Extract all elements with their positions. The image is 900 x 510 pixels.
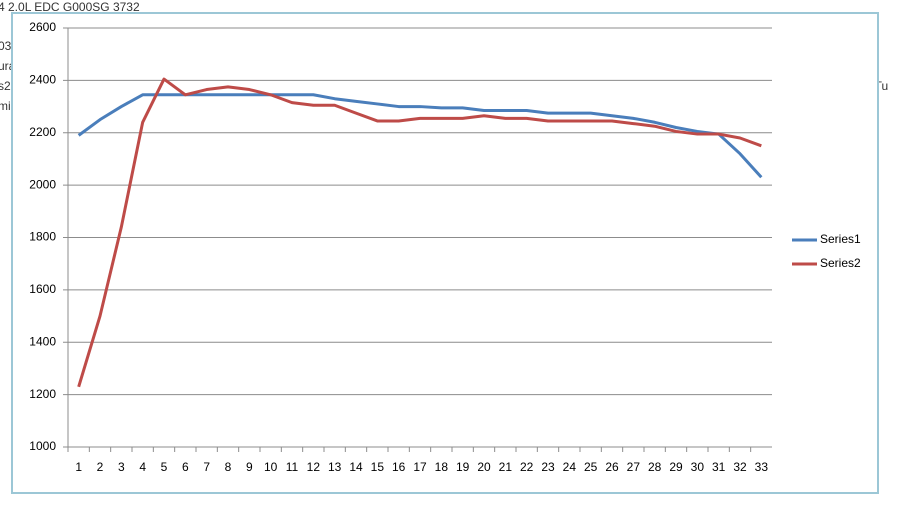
legend-label: Series1	[820, 232, 861, 246]
x-tick-label: 1	[75, 460, 82, 474]
x-tick-label: 26	[605, 460, 619, 474]
x-tick-label: 27	[627, 460, 641, 474]
legend-label: Series2	[820, 256, 861, 270]
x-tick-label: 20	[477, 460, 491, 474]
x-tick-label: 12	[307, 460, 321, 474]
y-tick-label: 2600	[29, 20, 56, 34]
x-tick-label: 23	[541, 460, 555, 474]
y-tick-label: 2000	[29, 177, 56, 191]
x-tick-label: 18	[435, 460, 449, 474]
y-tick-label: 1600	[29, 282, 56, 296]
y-tick-label: 1200	[29, 387, 56, 401]
sheet-cell: mi	[0, 99, 11, 113]
x-tick-label: 3	[118, 460, 125, 474]
x-tick-label: 15	[371, 460, 385, 474]
x-tick-label: 22	[520, 460, 534, 474]
sheet-text: 4 2.0L EDC G000SG 3732	[0, 0, 140, 14]
x-tick-label: 11	[286, 460, 299, 474]
y-tick-label: 1400	[29, 334, 56, 348]
x-tick-label: 10	[264, 460, 278, 474]
x-tick-label: 4	[139, 460, 146, 474]
chart-frame[interactable]	[11, 12, 879, 494]
y-tick-label: 2400	[29, 73, 56, 87]
x-tick-label: 2	[97, 460, 104, 474]
series-line	[77, 77, 762, 388]
x-tick-label: 6	[182, 460, 189, 474]
y-tick-label: 1800	[29, 230, 56, 244]
x-tick-label: 8	[225, 460, 232, 474]
x-tick-label: 29	[669, 460, 683, 474]
x-tick-label: 24	[563, 460, 577, 474]
x-tick-label: 19	[456, 460, 470, 474]
sheet-cell: 03	[0, 39, 12, 53]
x-tick-label: 28	[648, 460, 662, 474]
x-tick-label: 30	[691, 460, 705, 474]
y-tick-label: 1000	[29, 439, 56, 453]
x-tick-label: 17	[413, 460, 427, 474]
x-tick-label: 25	[584, 460, 598, 474]
x-tick-label: 32	[733, 460, 747, 474]
y-tick-label: 2200	[29, 125, 56, 139]
series-line	[77, 93, 763, 179]
x-tick-label: 14	[349, 460, 363, 474]
x-tick-label: 16	[392, 460, 406, 474]
x-tick-label: 33	[755, 460, 769, 474]
x-tick-label: 9	[246, 460, 253, 474]
x-tick-label: 21	[499, 460, 513, 474]
x-tick-label: 5	[161, 460, 168, 474]
x-tick-label: 7	[203, 460, 210, 474]
x-tick-label: 13	[328, 460, 342, 474]
x-tick-label: 31	[712, 460, 726, 474]
